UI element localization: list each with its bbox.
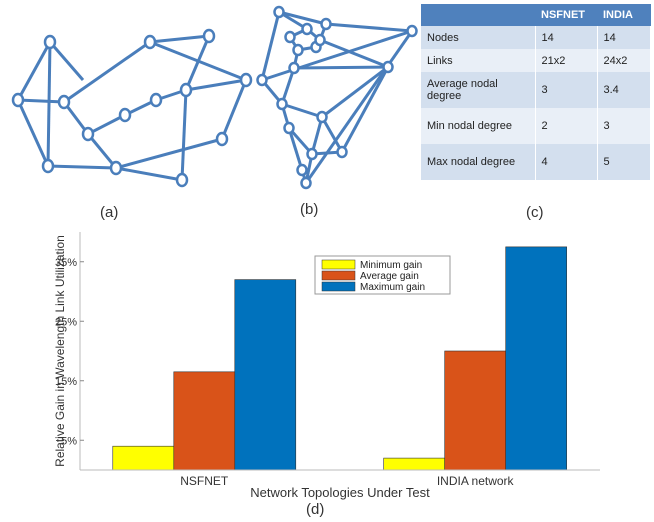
topology-comparison-table: NSFNET INDIA Nodes 14 14 Links 21x2 24x2… xyxy=(421,4,651,180)
panel-label-b: (b) xyxy=(300,201,319,218)
gain-bar-chart: 5% 15% 25% 35% NSFNET INDIA network Network … xyxy=(53,232,600,500)
table-cell: Min nodal degree xyxy=(421,108,536,144)
legend-swatch xyxy=(321,281,356,292)
bar-average-gain-0 xyxy=(173,371,236,471)
bar-minimum-gain-0 xyxy=(112,445,175,471)
legend-swatch xyxy=(321,259,356,270)
table-cell: 14 xyxy=(597,26,651,49)
y-tick-label: 25% xyxy=(55,316,77,328)
table-cell: 21x2 xyxy=(535,49,598,72)
bar-minimum-gain-1 xyxy=(383,457,446,471)
table-cell: 5 xyxy=(597,144,651,180)
india-topology-diagram xyxy=(256,5,418,190)
table-cell: 3 xyxy=(597,108,651,144)
table-cell: 3.4 xyxy=(597,72,651,108)
nsfnet-topology-diagram xyxy=(11,28,253,188)
bar-average-gain-1 xyxy=(444,350,507,471)
table-header-cell: INDIA xyxy=(597,4,651,26)
y-tick-label: 15% xyxy=(55,376,77,388)
table-cell: 4 xyxy=(535,144,598,180)
legend-label: Average gain xyxy=(360,271,419,282)
table-cell: Nodes xyxy=(421,26,536,49)
table-row: Max nodal degree 4 5 xyxy=(421,144,651,180)
legend-label: Maximum gain xyxy=(360,282,425,293)
legend-swatch xyxy=(321,270,356,281)
table-header-row: NSFNET INDIA xyxy=(421,4,651,26)
table-row: Links 21x2 24x2 xyxy=(421,49,651,72)
table-cell: 2 xyxy=(535,108,598,144)
y-tick-label: 5% xyxy=(61,435,77,447)
panel-label-c: (c) xyxy=(526,204,544,221)
panel-label-a: (a) xyxy=(100,204,119,221)
table-row: Average nodal degree 3 3.4 xyxy=(421,72,651,108)
table-cell: 3 xyxy=(535,72,598,108)
table-cell: 24x2 xyxy=(597,49,651,72)
bar-maximum-gain-0 xyxy=(234,279,297,471)
panel-label-d: (d) xyxy=(306,501,325,518)
table-cell: Average nodal degree xyxy=(421,72,536,108)
table-row: Nodes 14 14 xyxy=(421,26,651,49)
table-header-cell xyxy=(421,4,535,26)
table-cell: Max nodal degree xyxy=(421,144,536,180)
table-header-cell: NSFNET xyxy=(535,4,597,26)
y-axis-label: Relative Gain in Wavelength Link Utiliza… xyxy=(53,235,67,467)
legend-label: Minimum gain xyxy=(360,260,422,271)
x-tick-label: NSFNET xyxy=(180,474,229,488)
table-cell: 14 xyxy=(535,26,598,49)
table-row: Min nodal degree 2 3 xyxy=(421,108,651,144)
table-cell: Links xyxy=(421,49,536,72)
y-tick-label: 35% xyxy=(55,257,77,269)
x-axis-label: Network Topologies Under Test xyxy=(250,485,430,500)
bar-maximum-gain-1 xyxy=(505,246,568,471)
x-tick-label: INDIA network xyxy=(437,474,515,488)
